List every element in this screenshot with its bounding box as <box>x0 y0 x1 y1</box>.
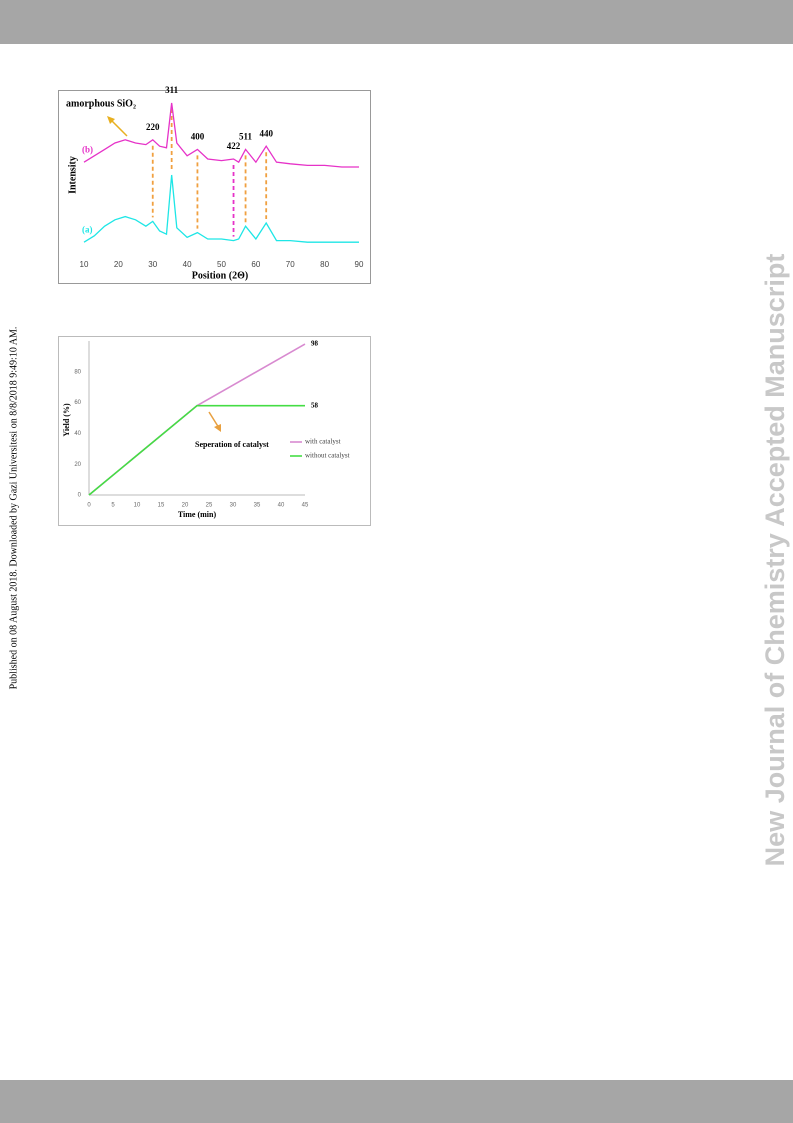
peak-label: 220 <box>146 122 160 132</box>
x-tick-label: 10 <box>80 260 89 269</box>
annotation: Seperation of catalyst <box>195 440 269 449</box>
y-tick-label: 60 <box>74 400 81 406</box>
side-note: Published on 08 August 2018. Downloaded … <box>8 327 19 690</box>
series-label: (a) <box>82 224 93 234</box>
arrow <box>109 118 128 137</box>
x-tick-label: 20 <box>182 503 189 509</box>
x-tick-label: 30 <box>230 503 237 509</box>
y-tick-label: 40 <box>74 431 81 437</box>
x-tick-label: 40 <box>278 503 285 509</box>
y-tick-label: 80 <box>74 369 81 375</box>
x-tick-label: 35 <box>254 503 261 509</box>
figure-frame <box>58 336 371 526</box>
arrowhead <box>107 116 115 124</box>
series-line <box>88 404 305 496</box>
peak-label: 440 <box>259 128 273 138</box>
arrowhead <box>214 424 221 432</box>
x-tick-label: 45 <box>302 503 309 509</box>
header-bar <box>0 0 793 44</box>
series-label: (b) <box>82 144 93 154</box>
y-axis-title: Yield (%) <box>62 403 71 437</box>
data-label: 58 <box>311 401 319 409</box>
legend-label: with catalyst <box>305 438 341 446</box>
x-tick-label: 50 <box>217 260 226 269</box>
y-tick-label: 0 <box>78 493 82 499</box>
peak-label: 511 <box>239 131 253 141</box>
x-tick-label: 80 <box>320 260 329 269</box>
series-line <box>83 174 359 243</box>
x-tick-label: 40 <box>183 260 192 269</box>
x-tick-label: 25 <box>206 503 213 509</box>
arrow <box>208 411 220 429</box>
footer-bar <box>0 1080 793 1123</box>
watermark: New Journal of Chemistry Accepted Manusc… <box>760 254 790 867</box>
y-tick-label: 20 <box>74 462 81 468</box>
x-tick-label: 60 <box>251 260 260 269</box>
peak-label: 422 <box>227 141 241 151</box>
x-axis-title: Time (min) <box>178 510 217 519</box>
x-tick-label: 30 <box>148 260 157 269</box>
peak-label: 400 <box>191 131 205 141</box>
x-tick-label: 15 <box>158 503 165 509</box>
x-tick-label: 5 <box>111 503 115 509</box>
data-label: 98 <box>311 340 319 348</box>
annotation: amorphous SiO₂ <box>66 98 136 109</box>
peak-label: 311 <box>165 85 179 95</box>
x-axis-title: Position (2Θ) <box>192 270 248 281</box>
x-tick-label: 10 <box>134 503 141 509</box>
series-line <box>83 102 359 168</box>
legend-label: without catalyst <box>305 452 350 460</box>
x-tick-label: 90 <box>355 260 364 269</box>
figure-frame <box>58 90 371 284</box>
x-tick-label: 70 <box>286 260 295 269</box>
y-axis-title: Intensity <box>67 156 78 194</box>
x-tick-label: 20 <box>114 260 123 269</box>
x-tick-label: 0 <box>87 503 91 509</box>
